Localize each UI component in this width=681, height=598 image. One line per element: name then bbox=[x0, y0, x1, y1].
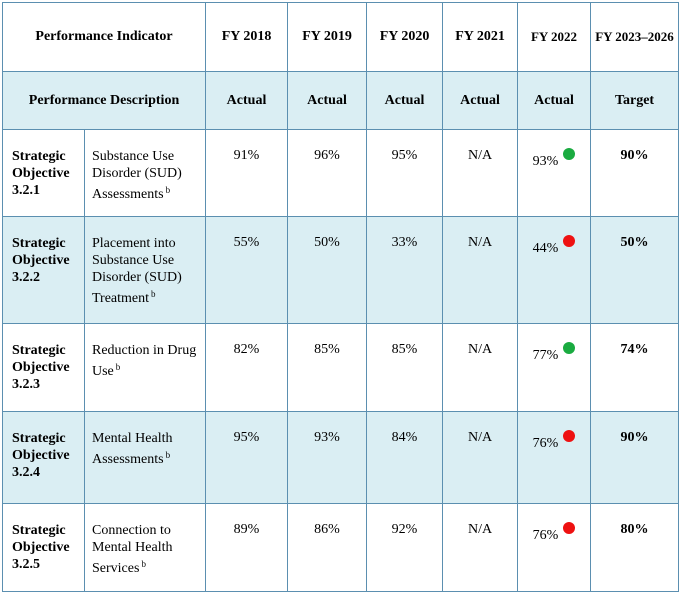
fy2019-value: 86% bbox=[287, 503, 368, 592]
performance-indicator-header: Performance Indicator bbox=[1, 2, 207, 72]
fy2021-value: N/A bbox=[442, 216, 519, 324]
fy2019-value: 96% bbox=[287, 129, 368, 217]
footnote-marker: b bbox=[115, 362, 121, 372]
fy2022-value-cell: 77% bbox=[517, 323, 592, 412]
fy2021-subheader: Actual bbox=[442, 71, 519, 130]
fy2018-value: 89% bbox=[205, 503, 289, 592]
objective-number: 3.2.5 bbox=[12, 557, 40, 572]
fy2022-subheader: Actual bbox=[517, 71, 592, 130]
fy2021-header: FY 2021 bbox=[442, 2, 519, 72]
objective-number: 3.2.1 bbox=[12, 183, 40, 198]
year-header-row: Performance Indicator FY 2018 FY 2019 FY… bbox=[1, 2, 680, 72]
fy2022-header: FY 2022 bbox=[517, 2, 592, 72]
table-row: Strategic Objective 3.2.2 Placement into… bbox=[2, 216, 680, 324]
performance-description-header: Performance Description bbox=[1, 71, 207, 130]
objective-line: Objective bbox=[12, 360, 70, 375]
fy2022-value: 44% bbox=[532, 241, 559, 256]
objective-line: Strategic bbox=[12, 149, 66, 164]
description-text: Mental Health Assessments bbox=[92, 431, 173, 467]
status-dot-icon bbox=[563, 342, 576, 354]
fy2018-value: 91% bbox=[205, 129, 289, 217]
fy2021-value: N/A bbox=[442, 129, 519, 217]
objective-number: 3.2.2 bbox=[12, 270, 40, 285]
fy2020-value: 84% bbox=[366, 411, 444, 504]
target-value: 90% bbox=[590, 129, 680, 217]
objective-line: Strategic bbox=[12, 523, 66, 538]
performance-description: Connection to Mental Health Services b bbox=[83, 503, 207, 592]
table-row: Strategic Objective 3.2.5 Connection to … bbox=[2, 503, 680, 592]
fy2020-value: 95% bbox=[366, 129, 444, 217]
performance-description: Mental Health Assessments b bbox=[83, 411, 207, 504]
subheader-row: Performance Description Actual Actual Ac… bbox=[1, 71, 680, 130]
fy2020-header: FY 2020 bbox=[366, 2, 444, 72]
strategic-objective-label: Strategic Objective 3.2.1 bbox=[2, 129, 85, 217]
fy2018-header: FY 2018 bbox=[205, 2, 289, 72]
fy2020-value: 92% bbox=[366, 503, 444, 592]
fy2022-value-cell: 76% bbox=[517, 411, 592, 504]
status-dot-icon bbox=[563, 235, 576, 247]
table-row: Strategic Objective 3.2.1 Substance Use … bbox=[2, 129, 680, 217]
fy2020-subheader: Actual bbox=[366, 71, 444, 130]
footnote-marker: b bbox=[151, 289, 156, 299]
fy2022-value: 93% bbox=[532, 154, 559, 169]
status-dot-icon bbox=[563, 148, 576, 160]
performance-description: Substance Use Disorder (SUD) Assessments… bbox=[83, 129, 207, 217]
footnote-marker: b bbox=[165, 185, 171, 195]
description-text: Connection to Mental Health Services bbox=[92, 523, 173, 576]
fy2018-subheader: Actual bbox=[205, 71, 289, 130]
table-row: Strategic Objective 3.2.3 Reduction in D… bbox=[2, 323, 680, 412]
objective-line: Strategic bbox=[12, 343, 66, 358]
target-value: 80% bbox=[590, 503, 680, 592]
objective-line: Strategic bbox=[12, 431, 66, 446]
target-value: 90% bbox=[590, 411, 680, 504]
fy2019-value: 50% bbox=[287, 216, 368, 324]
fy2021-value: N/A bbox=[442, 503, 519, 592]
fy2021-value: N/A bbox=[442, 411, 519, 504]
target-subheader: Target bbox=[590, 71, 680, 130]
objective-line: Objective bbox=[12, 448, 70, 463]
fy2022-value-cell: 93% bbox=[517, 129, 592, 217]
strategic-objective-label: Strategic Objective 3.2.3 bbox=[2, 323, 85, 412]
fy2018-value: 82% bbox=[205, 323, 289, 412]
status-dot-icon bbox=[563, 522, 576, 534]
strategic-objective-label: Strategic Objective 3.2.5 bbox=[2, 503, 85, 592]
target-value: 74% bbox=[590, 323, 680, 412]
performance-description: Placement into Substance Use Disorder (S… bbox=[83, 216, 207, 324]
strategic-objective-label: Strategic Objective 3.2.4 bbox=[2, 411, 85, 504]
description-text: Reduction in Drug Use bbox=[92, 343, 197, 379]
fy2019-subheader: Actual bbox=[287, 71, 368, 130]
fy2022-value: 77% bbox=[532, 348, 559, 363]
fy2019-header: FY 2019 bbox=[287, 2, 368, 72]
fy2018-value: 55% bbox=[205, 216, 289, 324]
fy2019-value: 85% bbox=[287, 323, 368, 412]
fy2022-value: 76% bbox=[532, 528, 559, 543]
objective-line: Objective bbox=[12, 540, 70, 555]
fy2019-value: 93% bbox=[287, 411, 368, 504]
objective-line: Objective bbox=[12, 166, 70, 181]
fy2018-value: 95% bbox=[205, 411, 289, 504]
fy2022-value-cell: 76% bbox=[517, 503, 592, 592]
fy2022-value-cell: 44% bbox=[517, 216, 592, 324]
fy2020-value: 85% bbox=[366, 323, 444, 412]
objective-number: 3.2.3 bbox=[12, 377, 40, 392]
description-text: Placement into Substance Use Disorder (S… bbox=[92, 236, 182, 306]
fy2023-2026-header: FY 2023–2026 bbox=[590, 2, 680, 72]
fy2021-value: N/A bbox=[442, 323, 519, 412]
footnote-marker: b bbox=[141, 559, 146, 569]
objective-number: 3.2.4 bbox=[12, 465, 40, 480]
status-dot-icon bbox=[563, 430, 576, 442]
target-value: 50% bbox=[590, 216, 680, 324]
performance-description: Reduction in Drug Use b bbox=[83, 323, 207, 412]
objective-line: Strategic bbox=[12, 236, 66, 251]
strategic-objective-label: Strategic Objective 3.2.2 bbox=[2, 216, 85, 324]
objective-line: Objective bbox=[12, 253, 70, 268]
footnote-marker: b bbox=[165, 450, 171, 460]
table-row: Strategic Objective 3.2.4 Mental Health … bbox=[2, 411, 680, 504]
fy2022-value: 76% bbox=[532, 436, 559, 451]
fy2020-value: 33% bbox=[366, 216, 444, 324]
description-text: Substance Use Disorder (SUD) Assessments bbox=[92, 149, 182, 202]
